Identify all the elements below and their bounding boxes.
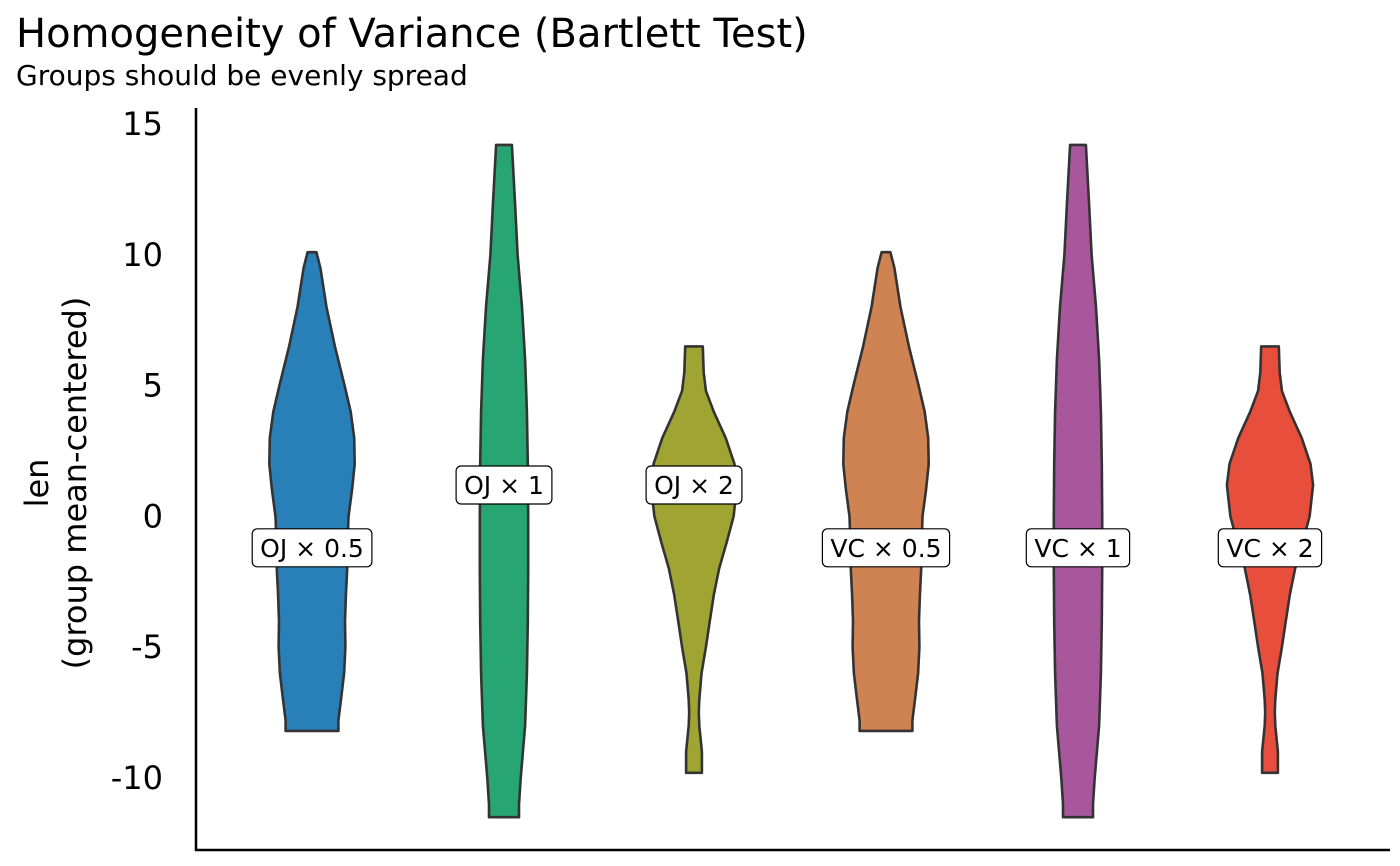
group-label-box	[455, 465, 553, 505]
group-label-5: VC × 2	[1217, 528, 1323, 568]
group-label-text: OJ × 1	[464, 471, 544, 500]
y-tick-label: 15	[122, 105, 163, 143]
group-labels: OJ × 0.5 OJ × 1 OJ × 2 VC × 0.5 VC × 1 VC × 2	[251, 465, 1323, 568]
y-tick-label: -5	[131, 628, 163, 666]
group-label-text: VC × 0.5	[830, 534, 941, 563]
y-axis-label: len (group mean-centered)	[18, 297, 94, 670]
violin-2	[649, 345, 739, 775]
group-label-text: OJ × 0.5	[260, 534, 364, 563]
group-label-1: OJ × 1	[455, 465, 553, 505]
axis-lines	[194, 108, 1390, 852]
group-label-box	[821, 528, 951, 568]
chart-title: Homogeneity of Variance (Bartlett Test)	[16, 11, 808, 57]
y-tick-label: 0	[143, 497, 163, 535]
y-axis-label-line1: len	[18, 459, 56, 508]
y-axis-label-line2: (group mean-centered)	[56, 297, 94, 670]
y-tick-label: 5	[143, 367, 163, 405]
group-label-box	[251, 528, 373, 568]
group-label-0: OJ × 0.5	[251, 528, 373, 568]
group-label-text: OJ × 2	[654, 471, 734, 500]
group-label-box	[1025, 528, 1131, 568]
group-label-4: VC × 1	[1025, 528, 1131, 568]
group-label-box	[645, 465, 743, 505]
violin-0	[268, 250, 356, 733]
violins	[268, 143, 1315, 819]
y-tick-label: -10	[111, 759, 163, 797]
group-label-3: VC × 0.5	[821, 528, 951, 568]
y-tick-label: 10	[122, 236, 163, 274]
group-label-box	[1217, 528, 1323, 568]
group-label-text: VC × 1	[1034, 534, 1121, 563]
violin-3	[842, 250, 930, 733]
violin-4	[1052, 143, 1104, 819]
group-label-text: VC × 2	[1226, 534, 1313, 563]
group-label-2: OJ × 2	[645, 465, 743, 505]
chart-subtitle: Groups should be evenly spread	[16, 59, 468, 92]
y-axis-ticks: 15 10 5 0 -5 -10	[111, 105, 163, 797]
